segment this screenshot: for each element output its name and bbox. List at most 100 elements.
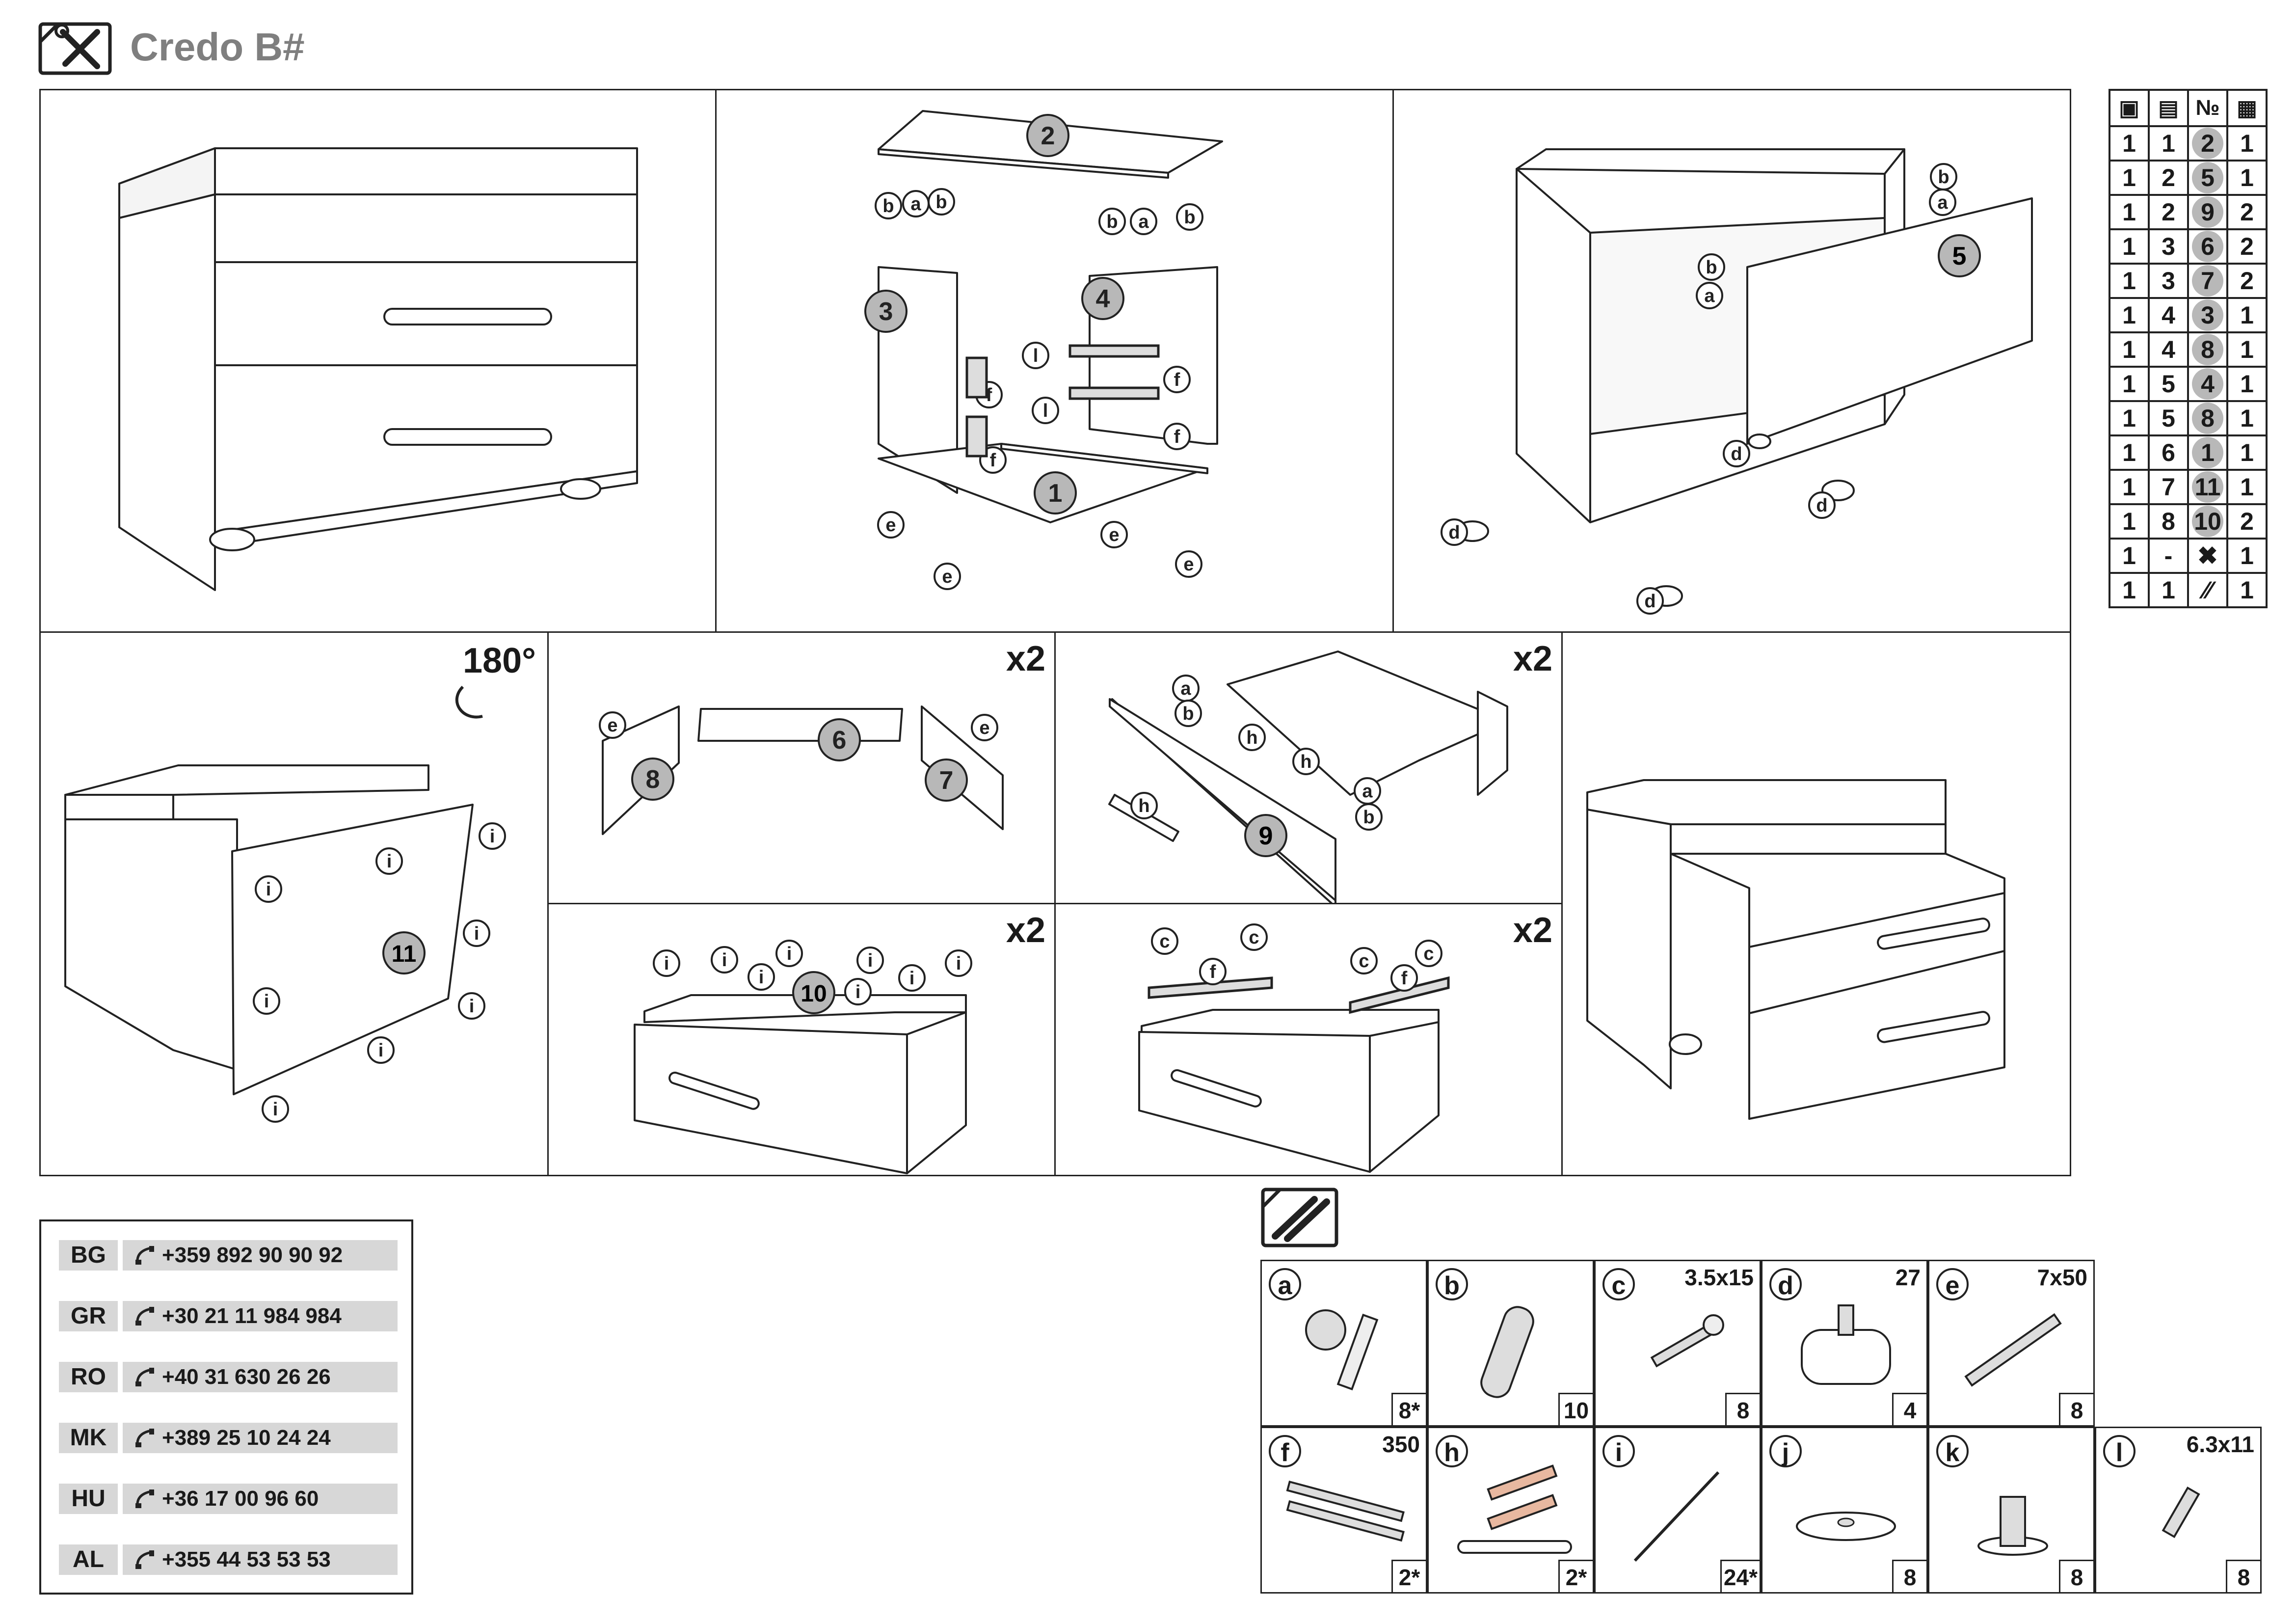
hardware-item-d: d 27 4 xyxy=(1761,1260,1928,1427)
hardware-letter: b xyxy=(1436,1268,1468,1300)
svg-text:i: i xyxy=(264,991,269,1012)
parts-row: 1 7 11 1 xyxy=(2109,469,2268,505)
parts-cell: 1 xyxy=(2226,400,2268,436)
parts-icon: ▦ xyxy=(2226,89,2268,127)
part-number: 9 xyxy=(2192,196,2223,228)
svg-text:i: i xyxy=(469,996,475,1017)
phone-icon xyxy=(135,1307,154,1326)
hardware-f-icon xyxy=(1286,1480,1405,1542)
parts-cell: 1 xyxy=(2226,160,2268,196)
parts-cell: 7 xyxy=(2148,469,2189,505)
hardware-icon: ∕∕ xyxy=(2187,572,2228,608)
svg-text:a: a xyxy=(1180,678,1191,699)
phone-number-box: +40 31 630 26 26 xyxy=(123,1362,398,1392)
parts-cell: 8 xyxy=(2148,503,2189,540)
part-2-label: 2 xyxy=(1041,122,1055,150)
phone-icon xyxy=(135,1489,154,1508)
hardware-item-a: a 8* xyxy=(1260,1260,1427,1427)
svg-text:e: e xyxy=(885,515,896,536)
svg-text:f: f xyxy=(1174,370,1180,390)
support-contacts: BG +359 892 90 90 92 GR +30 21 11 984 984 RO… xyxy=(39,1219,413,1595)
svg-text:i: i xyxy=(490,826,495,847)
part-number: 3 xyxy=(2192,299,2223,331)
svg-text:i: i xyxy=(909,968,915,989)
svg-text:i: i xyxy=(868,950,873,971)
drawer-runners-illustration: c cf cfc xyxy=(1138,923,1450,1173)
parts-cell: 4 xyxy=(2148,297,2189,333)
part-number-cell: 8 xyxy=(2187,400,2228,436)
svg-text:b: b xyxy=(935,192,947,213)
svg-text:f: f xyxy=(990,450,996,471)
part-number: 10 xyxy=(2192,506,2223,537)
parts-cell: 1 xyxy=(2109,572,2150,608)
part-number-cell: 11 xyxy=(2187,469,2228,505)
svg-text:a: a xyxy=(1362,781,1373,802)
svg-text:a: a xyxy=(1704,286,1715,306)
hardware-letter: c xyxy=(1602,1268,1635,1300)
hardware-size: 350 xyxy=(1382,1432,1420,1457)
nightstand-illustration xyxy=(118,147,638,591)
step-6-multiplier: x2 xyxy=(1513,639,1552,678)
parts-row: 1- ✖ 1 xyxy=(2109,538,2268,574)
hardware-item-i: i 24* xyxy=(1594,1427,1761,1594)
svg-text:c: c xyxy=(1359,951,1369,972)
hardware-d-icon xyxy=(1801,1304,1891,1385)
country-code: MK xyxy=(59,1423,118,1453)
svg-text:e: e xyxy=(1109,525,1119,545)
part-3-label: 3 xyxy=(879,298,893,326)
part-number: 11 xyxy=(2192,471,2223,503)
part-number-cell: 2 xyxy=(2187,125,2228,162)
country-code: AL xyxy=(59,1544,118,1575)
parts-cell: 1 xyxy=(2109,503,2150,540)
part-number-cell: 6 xyxy=(2187,228,2228,265)
svg-text:i: i xyxy=(855,982,861,1002)
svg-text:i: i xyxy=(378,1040,384,1061)
svg-text:a: a xyxy=(910,194,921,215)
layers-icon: ▤ xyxy=(2148,89,2189,127)
hardware-item-b: b 10 xyxy=(1427,1260,1594,1427)
drawer-bottom-illustration: 10 i ii iii ii xyxy=(634,940,972,1174)
svg-text:c: c xyxy=(1423,944,1434,964)
svg-text:c: c xyxy=(1249,927,1259,948)
parts-cell: 2 xyxy=(2148,194,2189,230)
phone-number: +359 892 90 90 92 xyxy=(162,1243,343,1267)
parts-cell: 1 xyxy=(2109,228,2150,265)
rotation-label: 180° xyxy=(463,641,536,680)
svg-text:9: 9 xyxy=(1259,822,1273,850)
hardware-l-icon xyxy=(2162,1486,2200,1539)
hardware-letter: e xyxy=(1936,1268,1969,1300)
hardware-item-h: h 2* xyxy=(1427,1427,1594,1594)
svg-text:h: h xyxy=(1246,728,1257,748)
part-11-label: 11 xyxy=(392,941,417,967)
svg-text:i: i xyxy=(722,950,727,971)
parts-cell: 2 xyxy=(2148,160,2189,196)
parts-cell: 3 xyxy=(2148,228,2189,265)
hardware-h-icon xyxy=(1457,1464,1572,1554)
hardware-item-c: c 3.5x15 8 xyxy=(1594,1260,1761,1427)
parts-cell: 1 xyxy=(2226,366,2268,402)
parts-cell: 1 xyxy=(2109,160,2150,196)
phone-number-box: +30 21 11 984 984 xyxy=(123,1301,398,1331)
svg-text:f: f xyxy=(1174,427,1180,447)
svg-text:h: h xyxy=(1138,796,1149,816)
parts-cell: 5 xyxy=(2148,366,2189,402)
svg-text:b: b xyxy=(1938,167,1949,188)
svg-text:e: e xyxy=(607,715,617,736)
part-number: 8 xyxy=(2192,334,2223,365)
hardware-quantity: 8 xyxy=(2226,1560,2260,1592)
svg-text:f: f xyxy=(1210,962,1216,982)
parts-cell: 1 xyxy=(2226,331,2268,368)
svg-text:b: b xyxy=(1182,704,1194,724)
hardware-item-l: l 6.3x11 8 xyxy=(2095,1427,2262,1594)
